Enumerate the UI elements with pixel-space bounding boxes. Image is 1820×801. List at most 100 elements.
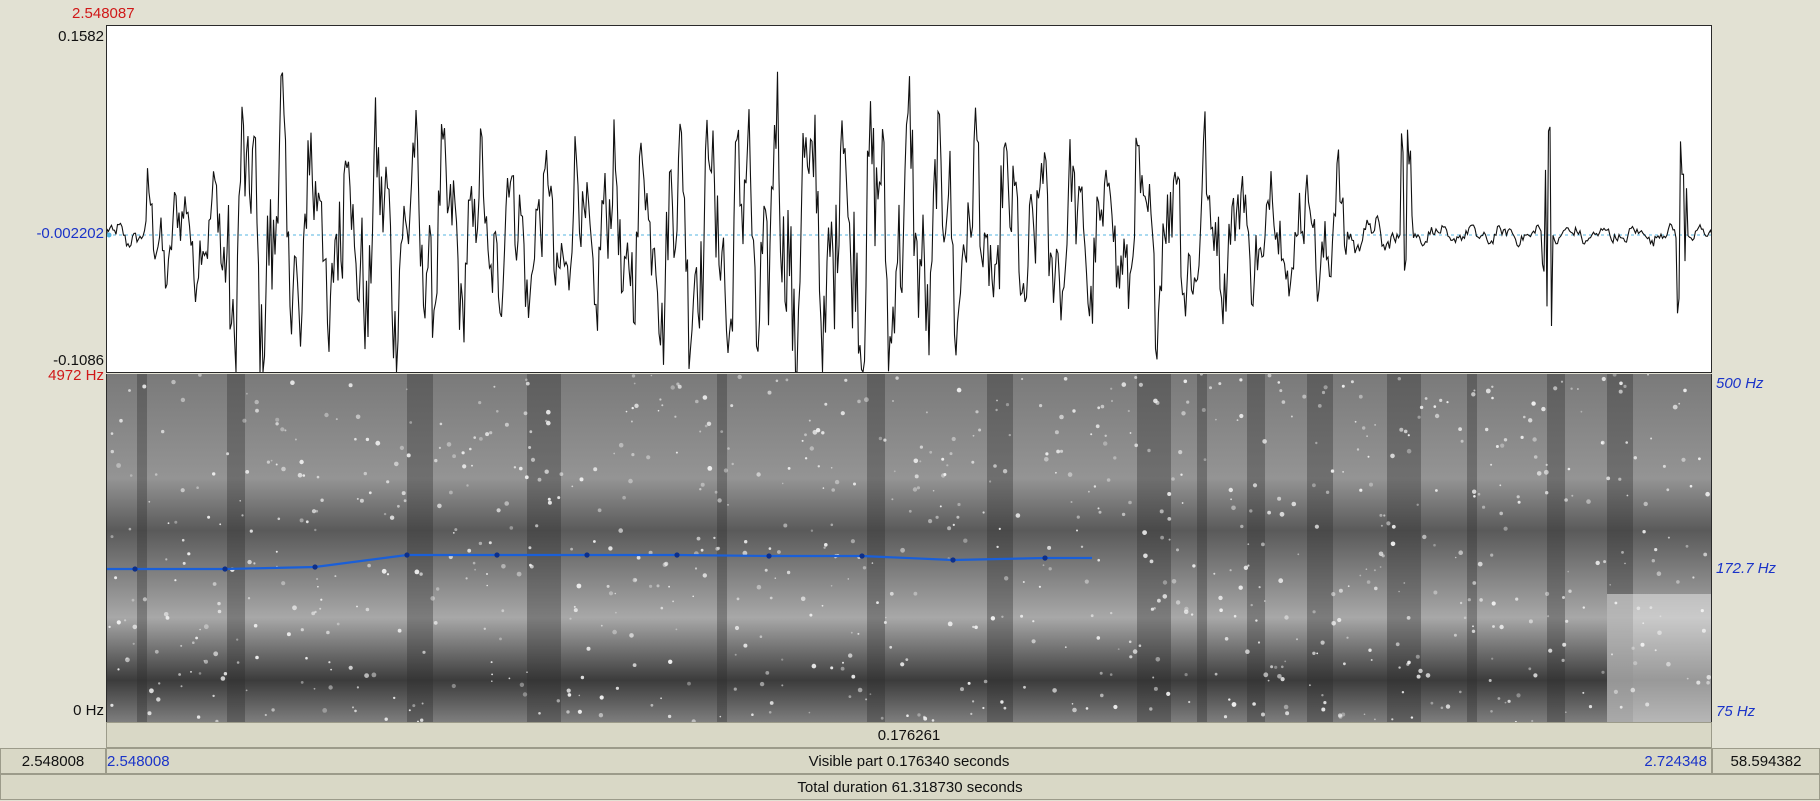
spectrogram-speckle [1366, 435, 1368, 438]
spectrogram-speckle [1153, 607, 1156, 610]
visible-part-bar[interactable]: 2.548008 Visible part 0.176340 seconds 2… [106, 748, 1712, 774]
spectrogram-speckle [878, 436, 883, 441]
spectrogram-speckle [1192, 564, 1196, 568]
spectrogram-speckle [501, 564, 506, 569]
spectrogram-speckle [1672, 404, 1678, 410]
spectrogram-speckle [322, 708, 328, 713]
right-outside-bar[interactable]: 58.594382 [1712, 748, 1820, 774]
spectrogram-speckle [1517, 500, 1521, 504]
spectrogram-speckle [1284, 615, 1289, 620]
spectrogram-speckle [167, 522, 170, 525]
spectrogram-speckle [1369, 482, 1373, 487]
spectrogram-speckle [1472, 489, 1477, 494]
spectrogram-speckle [941, 457, 945, 461]
spectrogram-speckle [579, 477, 584, 482]
spectrogram-speckle [212, 472, 216, 476]
spectrogram-speckle [1422, 534, 1427, 540]
spectrogram-speckle [742, 550, 748, 556]
spectrogram-speckle [491, 673, 493, 676]
spectrogram-speckle [1038, 585, 1041, 588]
spectrogram-speckle [932, 489, 935, 492]
spectrogram-speckle [1090, 614, 1094, 618]
spectrogram-speckle [1565, 711, 1567, 713]
spectrogram-speckle [1492, 625, 1495, 628]
spectrogram-speckle [1662, 464, 1666, 468]
spectrogram-speckle [1561, 658, 1565, 662]
spectrogram-speckle [913, 591, 918, 596]
spectrogram-speckle [1533, 673, 1538, 678]
spectrogram-speckle [538, 712, 541, 715]
spectrogram-speckle [1218, 595, 1223, 601]
spectrogram-speckle [1219, 608, 1223, 612]
spectrogram-speckle [328, 685, 333, 690]
spectrogram-speckle [1031, 639, 1036, 644]
selection-duration-bar[interactable]: 0.176261 [106, 722, 1712, 748]
spectrogram-speckle [576, 583, 582, 589]
spectrogram-speckle [180, 488, 185, 493]
spectrogram-speckle [1611, 653, 1613, 656]
spectrogram-speckle [394, 461, 399, 467]
spectrogram-speckle [775, 379, 779, 383]
spectrogram-speckle [501, 609, 505, 613]
spectrogram-speckle [1533, 455, 1538, 459]
spectrogram-speckle [1706, 675, 1711, 680]
total-duration-bar[interactable]: Total duration 61.318730 seconds [0, 774, 1820, 800]
spectrogram-speckle [808, 711, 811, 714]
spectrogram-speckle [1374, 718, 1376, 721]
spectrogram-speckle [1600, 441, 1604, 445]
spectrogram-speckle [764, 568, 768, 572]
spectrogram-speckle [1309, 684, 1311, 687]
spectrogram-speckle [1209, 386, 1212, 390]
pitch-point [1042, 555, 1048, 561]
spectrogram-band [717, 374, 727, 722]
spectrogram-speckle [692, 595, 694, 598]
spectrogram-speckle [528, 446, 532, 449]
spectrogram-speckle [292, 605, 297, 611]
spectrogram-speckle [1430, 701, 1434, 705]
spectrogram-speckle [1317, 404, 1322, 408]
spectrogram-speckle [1491, 657, 1494, 660]
spectrogram-speckle [1175, 600, 1181, 605]
waveform-plot[interactable] [107, 26, 1712, 373]
spectrogram-speckle [1100, 693, 1104, 698]
spectrogram-speckle [919, 460, 922, 463]
spectrogram-speckle [632, 663, 637, 667]
spectrogram-speckle [454, 528, 458, 532]
spectrogram-speckle [1199, 374, 1203, 376]
spectrogram-speckle [1645, 702, 1650, 707]
spectrogram-speckle [699, 430, 702, 433]
spectrogram-speckle [1435, 489, 1438, 492]
spectrogram-panel[interactable] [106, 374, 1712, 722]
spectrogram-speckle [756, 584, 762, 590]
spectrogram-speckle [850, 539, 856, 544]
spectrogram-speckle [1515, 597, 1519, 601]
spectrogram-speckle [808, 419, 811, 422]
left-outside-bar[interactable]: 2.548008 [0, 748, 106, 774]
spectrogram-speckle [1564, 498, 1568, 502]
spectrogram-speckle [1100, 404, 1105, 409]
spectrogram-speckle [801, 439, 804, 442]
spectrogram-speckle [1240, 524, 1244, 529]
spectrogram-speckle [1320, 640, 1325, 645]
spectrogram-speckle [571, 485, 574, 488]
spectrogram-speckle [573, 608, 578, 613]
spectrogram-speckle [1595, 560, 1600, 566]
spectrogram-speckle [1547, 615, 1550, 618]
spectrogram-speckle [668, 659, 673, 664]
spectrogram-speckle [223, 672, 228, 676]
spectrogram-speckle [275, 463, 278, 466]
spectrogram-speckle [1571, 494, 1574, 497]
waveform-panel[interactable] [106, 25, 1712, 373]
spectrogram-plot[interactable] [107, 374, 1712, 722]
spectrogram-speckle [1008, 433, 1011, 437]
spectrogram-speckle [496, 508, 501, 513]
spectrogram-speckle [1106, 478, 1111, 482]
spectrogram-band [407, 374, 433, 722]
spectrogram-speckle [1618, 477, 1622, 481]
spectrogram-speckle [1121, 512, 1126, 517]
spectrogram-speckle [1015, 513, 1021, 518]
spectrogram-speckle [1633, 661, 1638, 666]
spectrogram-speckle [401, 491, 406, 496]
spectrogram-speckle [381, 568, 387, 574]
spectrogram-speckle [384, 717, 388, 721]
